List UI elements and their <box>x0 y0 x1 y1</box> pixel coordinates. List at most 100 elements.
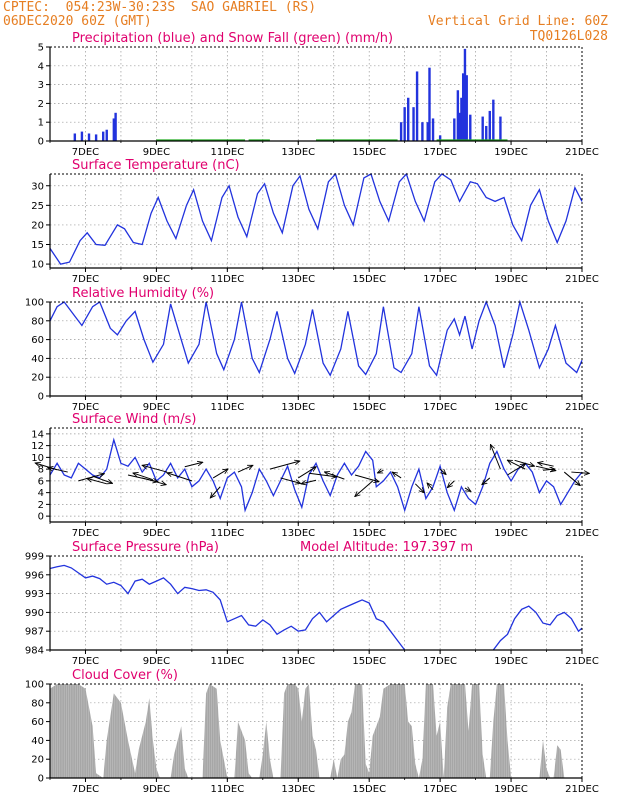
precip-bar <box>112 118 116 141</box>
x-tick-label: 9DEC <box>143 147 170 158</box>
y-tick-label: 100 <box>25 298 44 309</box>
precip-bar <box>403 107 406 141</box>
pressure-title: Surface Pressure (hPa) <box>72 540 219 555</box>
wind-vector-arrow <box>184 462 203 468</box>
y-tick-label: 0 <box>38 512 44 523</box>
x-tick-label: 17DEC <box>423 147 457 158</box>
wind-vector-arrow <box>142 465 168 473</box>
y-tick-label: 2 <box>38 500 44 511</box>
x-tick-label: 9DEC <box>143 656 170 667</box>
precip-bar <box>399 122 403 141</box>
x-tick-label: 11DEC <box>210 528 244 539</box>
x-tick-label: 7DEC <box>72 656 99 667</box>
wind-vector-arrow <box>92 475 113 483</box>
y-tick-label: 4 <box>38 488 44 499</box>
y-tick-label: 80 <box>31 316 44 327</box>
x-tick-label: 21DEC <box>565 656 599 667</box>
x-tick-label: 13DEC <box>281 656 315 667</box>
precip-bar <box>105 129 108 141</box>
y-tick-label: 20 <box>31 755 44 766</box>
x-tick-label: 9DEC <box>143 528 170 539</box>
x-tick-label: 11DEC <box>210 656 244 667</box>
wind-vector-arrow <box>87 478 107 485</box>
precip-bar <box>415 71 419 141</box>
x-tick-label: 17DEC <box>423 784 457 795</box>
y-tick-label: 10 <box>31 260 44 271</box>
wind-vector-arrow <box>507 460 526 470</box>
y-tick-label: 30 <box>31 181 44 192</box>
wind-vector-arrow <box>324 472 345 480</box>
wind-vector-arrow <box>447 480 455 488</box>
precip-bar <box>458 112 461 141</box>
x-tick-label: 15DEC <box>352 147 386 158</box>
wind-vector-arrow <box>308 472 337 477</box>
wind-vector-arrow <box>464 488 471 492</box>
x-tick-label: 13DEC <box>281 402 315 413</box>
x-tick-label: 7DEC <box>72 402 99 413</box>
station-header: CPTEC: 054:23W-30:23S SAO GABRIEL (RS) <box>3 0 317 15</box>
wind-series-line <box>49 437 583 513</box>
wind-title: Surface Wind (m/s) <box>72 412 196 427</box>
y-tick-label: 80 <box>31 698 44 709</box>
pressure-subtitle: Model Altitude: 197.397 m <box>300 540 473 555</box>
x-tick-label: 19DEC <box>494 656 528 667</box>
x-tick-label: 21DEC <box>565 784 599 795</box>
x-tick-label: 15DEC <box>352 402 386 413</box>
precip-bar <box>453 118 456 141</box>
precip-bar <box>438 135 442 141</box>
precip-bar <box>485 125 488 141</box>
wind-vector-arrow <box>392 472 402 479</box>
y-tick-label: 990 <box>25 608 44 619</box>
y-tick-label: 2 <box>38 99 44 110</box>
x-tick-label: 13DEC <box>281 147 315 158</box>
precip-bar <box>492 99 495 141</box>
precip-bar <box>114 112 117 141</box>
y-tick-label: 15 <box>31 240 44 251</box>
x-tick-label: 15DEC <box>352 784 386 795</box>
pressure-series-line <box>492 605 583 651</box>
wind-vector-arrow <box>514 459 535 466</box>
x-tick-label: 7DEC <box>72 784 99 795</box>
x-tick-label: 15DEC <box>352 274 386 285</box>
y-tick-label: 40 <box>31 354 44 365</box>
rh-series-line <box>49 299 583 377</box>
wind-vector-arrow <box>482 477 491 485</box>
y-tick-label: 6 <box>38 476 44 487</box>
x-tick-label: 19DEC <box>494 528 528 539</box>
precip-bar <box>460 97 463 141</box>
y-tick-label: 40 <box>31 736 44 747</box>
precip-bar <box>412 107 415 141</box>
x-tick-label: 21DEC <box>565 274 599 285</box>
x-tick-label: 19DEC <box>494 402 528 413</box>
wind-vector-arrow <box>301 479 317 484</box>
y-tick-label: 10 <box>31 453 44 464</box>
pressure-series-line <box>49 564 406 651</box>
precip-bar <box>499 116 502 141</box>
precip-bar <box>407 97 410 141</box>
wind-vector-arrow <box>298 467 316 479</box>
wind-vector-arrow <box>563 471 580 486</box>
precip-bar <box>102 131 105 141</box>
x-tick-label: 7DEC <box>72 147 99 158</box>
x-tick-label: 17DEC <box>423 402 457 413</box>
cloud-title: Cloud Cover (%) <box>72 668 178 683</box>
temp-series-line <box>49 172 583 265</box>
y-tick-label: 5 <box>38 43 44 54</box>
wind-vector-arrow <box>354 474 379 482</box>
y-tick-label: 996 <box>25 570 44 581</box>
wind-vector-arrow <box>377 470 384 474</box>
y-tick-label: 60 <box>31 335 44 346</box>
x-tick-label: 21DEC <box>565 147 599 158</box>
y-tick-label: 987 <box>25 627 44 638</box>
wind-vector-arrow <box>142 477 166 485</box>
wind-vector-arrow <box>133 473 154 481</box>
x-tick-label: 21DEC <box>565 528 599 539</box>
y-tick-label: 8 <box>38 465 44 476</box>
x-tick-label: 9DEC <box>143 274 170 285</box>
wind-vector-arrow <box>538 463 554 467</box>
x-tick-label: 13DEC <box>281 784 315 795</box>
wind-vector-arrow <box>167 473 193 482</box>
model-code-header: TQ0126L028 <box>529 29 608 44</box>
y-tick-label: 100 <box>25 680 44 691</box>
